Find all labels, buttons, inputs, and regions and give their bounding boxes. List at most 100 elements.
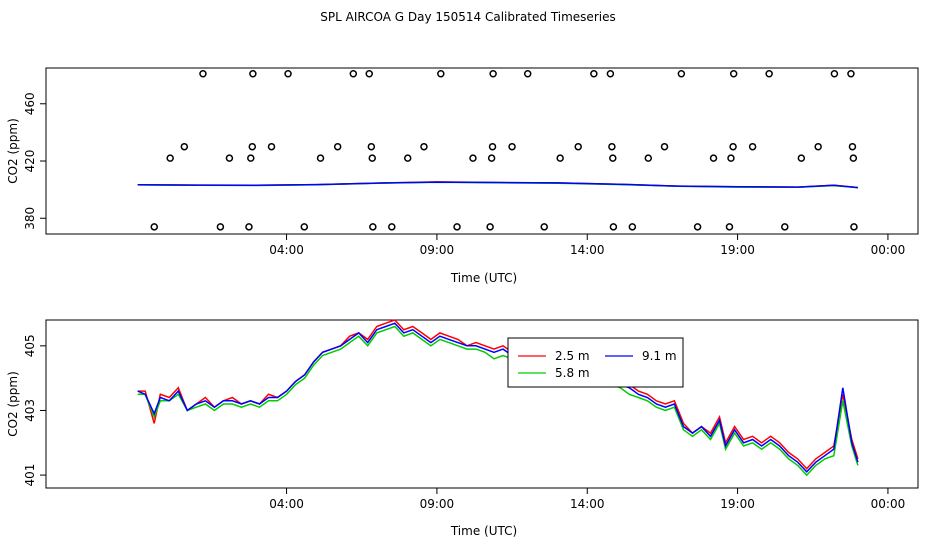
calibration-point [508,142,516,151]
bottom-series-line-9-1-m [137,322,859,473]
calibration-point [488,142,497,151]
calibration-point [847,69,855,78]
legend-box [507,337,684,388]
calibration-point [765,69,773,78]
calibration-point [606,69,615,78]
top-x-axis: 04:00 09:00 14:00 19:00 00:00 [269,234,905,257]
top-x-tick-label: 04:00 [269,243,304,257]
calibration-point [489,69,497,78]
calibration-point [556,154,564,162]
calibration-point [365,69,373,78]
calibration-point [247,154,255,162]
bottom-x-axis: 04:00 09:00 14:00 19:00 00:00 [269,488,905,511]
calibration-point [609,223,618,231]
calibration-point [487,154,496,162]
top-series-line-9-1-m [137,181,858,189]
calibration-point [781,223,789,231]
calibration-point [850,223,858,231]
calibration-point [199,69,207,78]
calibration-point [709,154,718,162]
calibration-point [590,69,598,78]
top-calibration-points [150,69,858,231]
calibration-point [574,142,582,151]
bottom-x-tick-label: 00:00 [871,497,906,511]
calibration-point [216,223,225,231]
calibration-point [628,223,637,231]
calibration-point [830,69,839,78]
calibration-point [225,154,234,162]
calibration-point [437,69,445,78]
calibration-point [333,142,342,151]
top-x-tick-label: 09:00 [420,243,455,257]
top-x-tick-label: 14:00 [570,243,605,257]
calibration-point [403,154,412,162]
top-y-axis-label: CO2 (ppm) [6,118,20,184]
calibration-point [486,223,494,231]
bottom-x-tick-label: 09:00 [420,497,455,511]
calibration-point [316,154,325,162]
top-plot-frame [45,67,919,235]
calibration-point [245,223,253,231]
calibration-point [367,142,376,151]
legend-label-2-5m: 2.5 m [555,349,590,363]
calibration-point [729,69,738,78]
calibration-point [848,142,857,151]
top-series-lines [137,181,858,189]
calibration-point [284,69,292,78]
calibration-point [748,142,757,151]
calibration-point [644,154,653,162]
bottom-y-axis-label: CO2 (ppm) [6,371,20,437]
page-title: SPL AIRCOA G Day 150514 Calibrated Times… [320,10,616,24]
legend: 2.5 m 9.1 m 5.8 m [507,337,684,388]
bottom-y-tick-label: 403 [23,399,37,422]
top-x-axis-label: Time (UTC) [450,271,517,285]
calibration-point [349,69,358,78]
calibration-point [248,142,257,151]
bottom-series-lines [137,319,859,477]
bottom-panel: 04:00 09:00 14:00 19:00 00:00 401 403 405 Time… [6,319,919,538]
legend-label-9-1m: 9.1 m [642,349,677,363]
top-y-tick-label: 460 [23,92,37,115]
calibration-point [369,223,377,231]
bottom-x-tick-label: 14:00 [570,497,605,511]
bottom-x-tick-label: 19:00 [720,497,755,511]
calibration-point [180,142,189,151]
bottom-y-axis: 401 403 405 [23,334,46,487]
bottom-y-tick-label: 405 [23,334,37,357]
calibration-point [267,142,276,151]
top-x-tick-label: 19:00 [720,243,755,257]
bottom-plot-frame [45,319,919,489]
calibration-point [540,223,548,231]
top-y-tick-label: 420 [23,150,37,173]
bottom-y-tick-label: 401 [23,464,37,487]
top-y-axis: 380 420 460 [23,92,46,230]
top-panel: 04:00 09:00 14:00 19:00 00:00 380 420 460 Time… [6,67,919,285]
calibration-point [729,142,737,151]
calibration-point [608,142,616,151]
calibration-point [660,142,669,151]
calibration-point [849,154,858,162]
calibration-point [725,223,734,231]
calibration-point [797,154,806,162]
bottom-x-tick-label: 04:00 [269,497,304,511]
calibration-point [388,223,396,231]
calibration-point [150,223,158,231]
calibration-point [469,154,477,162]
calibration-point [453,223,461,231]
calibration-point [300,223,309,231]
calibration-point [677,69,686,78]
calibration-point [727,154,735,162]
bottom-x-axis-label: Time (UTC) [450,524,517,538]
calibration-point [249,69,257,78]
top-x-tick-label: 00:00 [871,243,906,257]
legend-label-5-8m: 5.8 m [555,366,590,380]
calibration-point [420,142,428,151]
calibration-point [368,154,376,162]
calibration-point [693,223,702,231]
bottom-series-line-5-8-m [137,325,859,477]
calibration-point [166,154,174,162]
top-y-tick-label: 380 [23,207,37,230]
calibration-point [814,142,822,151]
bottom-series-line-2-5-m [137,319,859,470]
